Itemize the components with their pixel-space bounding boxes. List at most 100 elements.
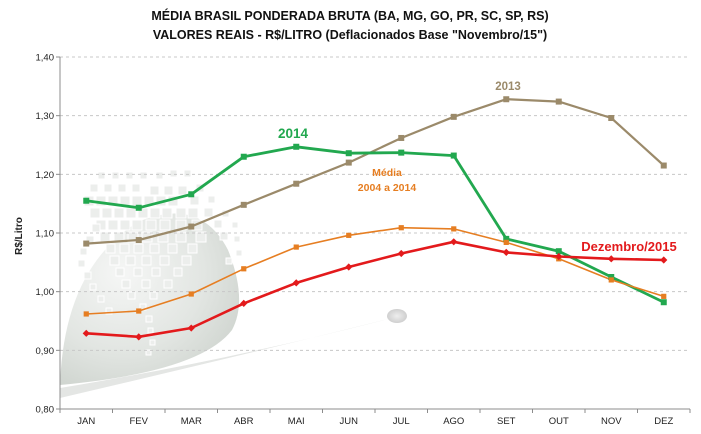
y-tick-label: 1,00 — [36, 287, 55, 298]
chart-subtitle: VALORES REAIS - R$/LITRO (Deflacionados … — [153, 28, 547, 42]
label-media: Média — [372, 167, 402, 179]
pixel-squares-decoration — [77, 169, 243, 356]
pixel-square — [127, 291, 136, 300]
pixel-square — [149, 243, 160, 254]
data-point-2013 — [293, 180, 300, 187]
data-point-dezembro-2015 — [292, 279, 300, 287]
pixel-square — [89, 207, 101, 219]
pixel-square — [89, 283, 97, 291]
pixel-square — [177, 185, 188, 196]
pixel-square — [107, 195, 119, 207]
x-tick-label: MAR — [181, 416, 202, 427]
pixel-square — [169, 169, 178, 178]
data-point-m-dia-2004-a-2014 — [188, 291, 194, 297]
data-point-dezembro-2015 — [450, 238, 458, 246]
pixel-square — [113, 207, 125, 219]
x-tick-label: ABR — [234, 416, 254, 427]
series-lines — [86, 98, 665, 339]
x-tick-label: OUT — [549, 416, 569, 427]
data-point-2013 — [83, 240, 90, 247]
pixel-square — [225, 257, 233, 265]
chart-title: MÉDIA BRASIL PONDERADA BRUTA (BA, MG, GO… — [151, 8, 548, 23]
pixel-square — [145, 349, 152, 356]
gridlines — [60, 56, 690, 351]
label-media-period: 2004 a 2014 — [358, 182, 417, 194]
data-point-dezembro-2015 — [397, 249, 405, 258]
pixel-square — [117, 183, 127, 193]
data-point-2014 — [555, 248, 562, 255]
pixel-square — [83, 271, 92, 280]
data-point-dezembro-2015 — [660, 256, 668, 264]
pixel-square — [109, 255, 120, 266]
x-tick-label: NOV — [601, 416, 622, 427]
data-point-m-dia-2004-a-2014 — [293, 244, 299, 250]
pixel-square — [187, 207, 199, 219]
pixel-square — [97, 295, 105, 303]
background-decoration — [60, 169, 407, 398]
series-markers — [82, 96, 668, 341]
x-tick-label: SET — [497, 416, 516, 427]
data-point-2014 — [240, 153, 247, 160]
pixel-square — [111, 171, 120, 180]
pixel-square — [121, 279, 131, 289]
pixel-square — [163, 279, 173, 289]
data-point-dezembro-2015 — [502, 248, 510, 256]
data-point-2014 — [608, 274, 615, 280]
pixel-square — [101, 207, 113, 219]
data-point-dezembro-2015 — [555, 252, 563, 261]
pixel-square — [207, 195, 216, 204]
data-point-2014 — [503, 235, 510, 242]
pixel-square — [155, 171, 164, 180]
pixel-square — [167, 243, 178, 254]
data-point-m-dia-2004-a-2014 — [398, 225, 404, 231]
data-point-2014 — [83, 197, 90, 204]
data-point-2013 — [135, 237, 142, 244]
data-point-2013 — [240, 201, 247, 208]
data-point-2013 — [188, 223, 195, 230]
x-tick-label: FEV — [130, 416, 149, 427]
pixel-square — [235, 249, 243, 257]
pixel-square — [119, 243, 130, 254]
y-axis-label: R$/Litro — [14, 217, 25, 255]
series-line-2013 — [86, 98, 665, 245]
pixel-square — [159, 219, 171, 231]
data-point-dezembro-2015 — [187, 324, 195, 332]
pixel-square — [173, 267, 183, 277]
pixel-square — [79, 247, 88, 256]
pixel-square — [163, 185, 174, 196]
swoosh-decoration — [60, 318, 392, 398]
data-point-2014 — [398, 149, 405, 156]
data-point-m-dia-2004-a-2014 — [608, 277, 614, 283]
x-tick-label: JUL — [393, 416, 410, 427]
pixel-square — [213, 219, 223, 229]
pixel-square — [141, 255, 152, 266]
pixel-square — [233, 235, 241, 243]
pixel-square — [181, 255, 192, 266]
data-point-2014 — [450, 152, 457, 159]
pixel-square — [195, 231, 207, 243]
data-point-m-dia-2004-a-2014 — [503, 239, 509, 245]
pixel-square — [149, 339, 156, 346]
pixel-square — [151, 267, 161, 277]
x-tick-label: JUN — [340, 416, 359, 427]
pixel-square — [125, 207, 137, 219]
pixel-square — [125, 171, 134, 180]
axes — [56, 56, 691, 413]
pixel-square — [159, 255, 170, 266]
pixel-square — [149, 207, 161, 219]
pixel-square — [145, 315, 153, 323]
data-point-2014 — [135, 204, 142, 211]
pixel-square — [131, 183, 141, 193]
pixel-square — [141, 279, 151, 289]
pixel-square — [91, 223, 101, 233]
y-tick-label: 1,40 — [36, 53, 55, 64]
data-point-2014 — [293, 143, 300, 150]
x-tick-label: DEZ — [654, 416, 673, 427]
pixel-square — [175, 207, 187, 219]
pixel-square — [131, 195, 143, 207]
label-2014: 2014 — [278, 126, 309, 141]
x-tick-labels: JAN FEV MAR ABR MAI JUN JUL AGO SET OUT NOV DEZ — [77, 416, 673, 427]
pixel-square — [89, 183, 99, 193]
data-point-dezembro-2015 — [345, 263, 353, 271]
